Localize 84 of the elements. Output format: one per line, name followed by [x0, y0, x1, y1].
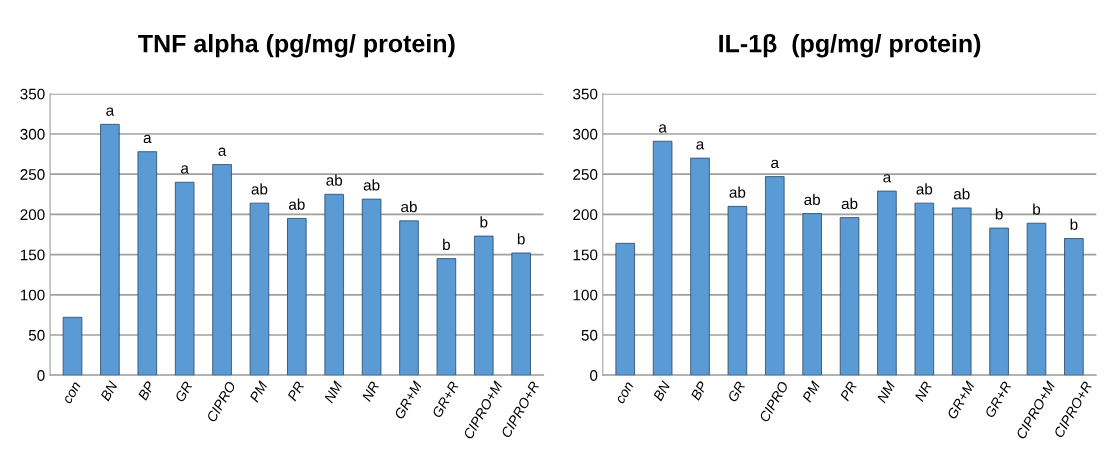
- bar: [212, 164, 232, 376]
- y-tick-label: 150: [20, 249, 45, 261]
- y-tick-label: 100: [573, 289, 598, 301]
- bar: [137, 151, 158, 376]
- x-tick-label: BP: [137, 380, 155, 401]
- x-tick-label: BN: [652, 380, 671, 402]
- data-label: a: [659, 124, 667, 133]
- bar: [324, 193, 344, 376]
- bar: [951, 207, 972, 376]
- bar: [361, 198, 382, 376]
- x-tick-label: NR: [914, 380, 933, 403]
- x-tick-label: PM: [802, 380, 821, 403]
- bar: [914, 202, 935, 376]
- x-tick-label: GR: [727, 380, 746, 403]
- bar: [727, 205, 748, 376]
- bar: [1026, 222, 1047, 376]
- bar: [100, 123, 120, 376]
- x-tick-label: NM: [876, 380, 896, 404]
- y-tick-label: 50: [581, 329, 598, 341]
- y-tick-label: 350: [573, 88, 598, 100]
- bar: [474, 235, 494, 376]
- y-tick-label: 300: [20, 128, 45, 140]
- data-label: ab: [326, 174, 343, 186]
- data-label: ab: [401, 201, 417, 213]
- bar: [989, 227, 1009, 376]
- bar: [690, 157, 710, 376]
- y-tick-label: 50: [28, 329, 45, 341]
- data-label: a: [181, 165, 189, 174]
- y-tick-label: 250: [20, 169, 45, 180]
- y-tick-label: 0: [590, 370, 598, 381]
- data-label: a: [771, 159, 780, 169]
- y-tick-label: 200: [573, 209, 598, 221]
- x-tick-label: NM: [323, 380, 343, 404]
- chart-title: IL-1β (pg/mg/ protein): [719, 34, 981, 58]
- y-tick-label: 150: [573, 249, 598, 261]
- data-label: b: [995, 208, 1003, 220]
- data-label: a: [218, 147, 227, 156]
- data-label: a: [883, 174, 892, 183]
- x-tick-label: con: [616, 381, 634, 405]
- data-label: b: [1033, 203, 1041, 215]
- x-tick-label: PR: [287, 380, 305, 402]
- data-label: ab: [288, 198, 305, 210]
- bar: [877, 190, 897, 376]
- data-label: b: [517, 233, 525, 245]
- data-label: b: [1070, 218, 1078, 230]
- data-label: a: [143, 134, 152, 144]
- bar: [62, 316, 83, 376]
- data-label: ab: [841, 197, 858, 210]
- bar: [802, 213, 822, 376]
- y-tick-label: 100: [20, 289, 45, 301]
- bar: [765, 176, 785, 376]
- x-tick-label: PM: [249, 380, 268, 403]
- data-label: ab: [804, 193, 821, 206]
- bar: [652, 140, 673, 376]
- x-tick-label: BN: [100, 380, 118, 402]
- bar: [839, 217, 860, 376]
- data-label: ab: [363, 179, 380, 191]
- data-label: ab: [251, 183, 268, 195]
- bar: [287, 218, 307, 376]
- x-tick-label: con: [63, 381, 82, 405]
- bar: [1064, 238, 1084, 376]
- y-tick-label: 0: [37, 370, 45, 381]
- x-tick-label: GR: [174, 380, 193, 403]
- bar: [436, 258, 457, 376]
- data-label: a: [696, 141, 705, 150]
- data-label: ab: [729, 186, 746, 198]
- data-label: b: [480, 216, 488, 228]
- y-tick-label: 300: [573, 128, 598, 140]
- x-tick-label: NR: [361, 380, 380, 403]
- y-tick-label: 250: [573, 169, 598, 180]
- bar: [615, 242, 635, 376]
- y-tick-label: 200: [20, 209, 45, 221]
- bar: [399, 220, 419, 376]
- bar: [511, 252, 531, 376]
- y-tick-label: 350: [20, 88, 45, 100]
- chart-title: TNF alpha (pg/mg/ protein): [138, 34, 455, 58]
- x-tick-label: PR: [839, 380, 858, 402]
- bar: [174, 181, 195, 376]
- data-label: ab: [916, 183, 933, 195]
- bar: [249, 202, 270, 376]
- data-label: b: [443, 238, 450, 251]
- data-label: a: [106, 107, 115, 116]
- data-label: ab: [953, 188, 970, 200]
- x-tick-label: BP: [690, 380, 708, 401]
